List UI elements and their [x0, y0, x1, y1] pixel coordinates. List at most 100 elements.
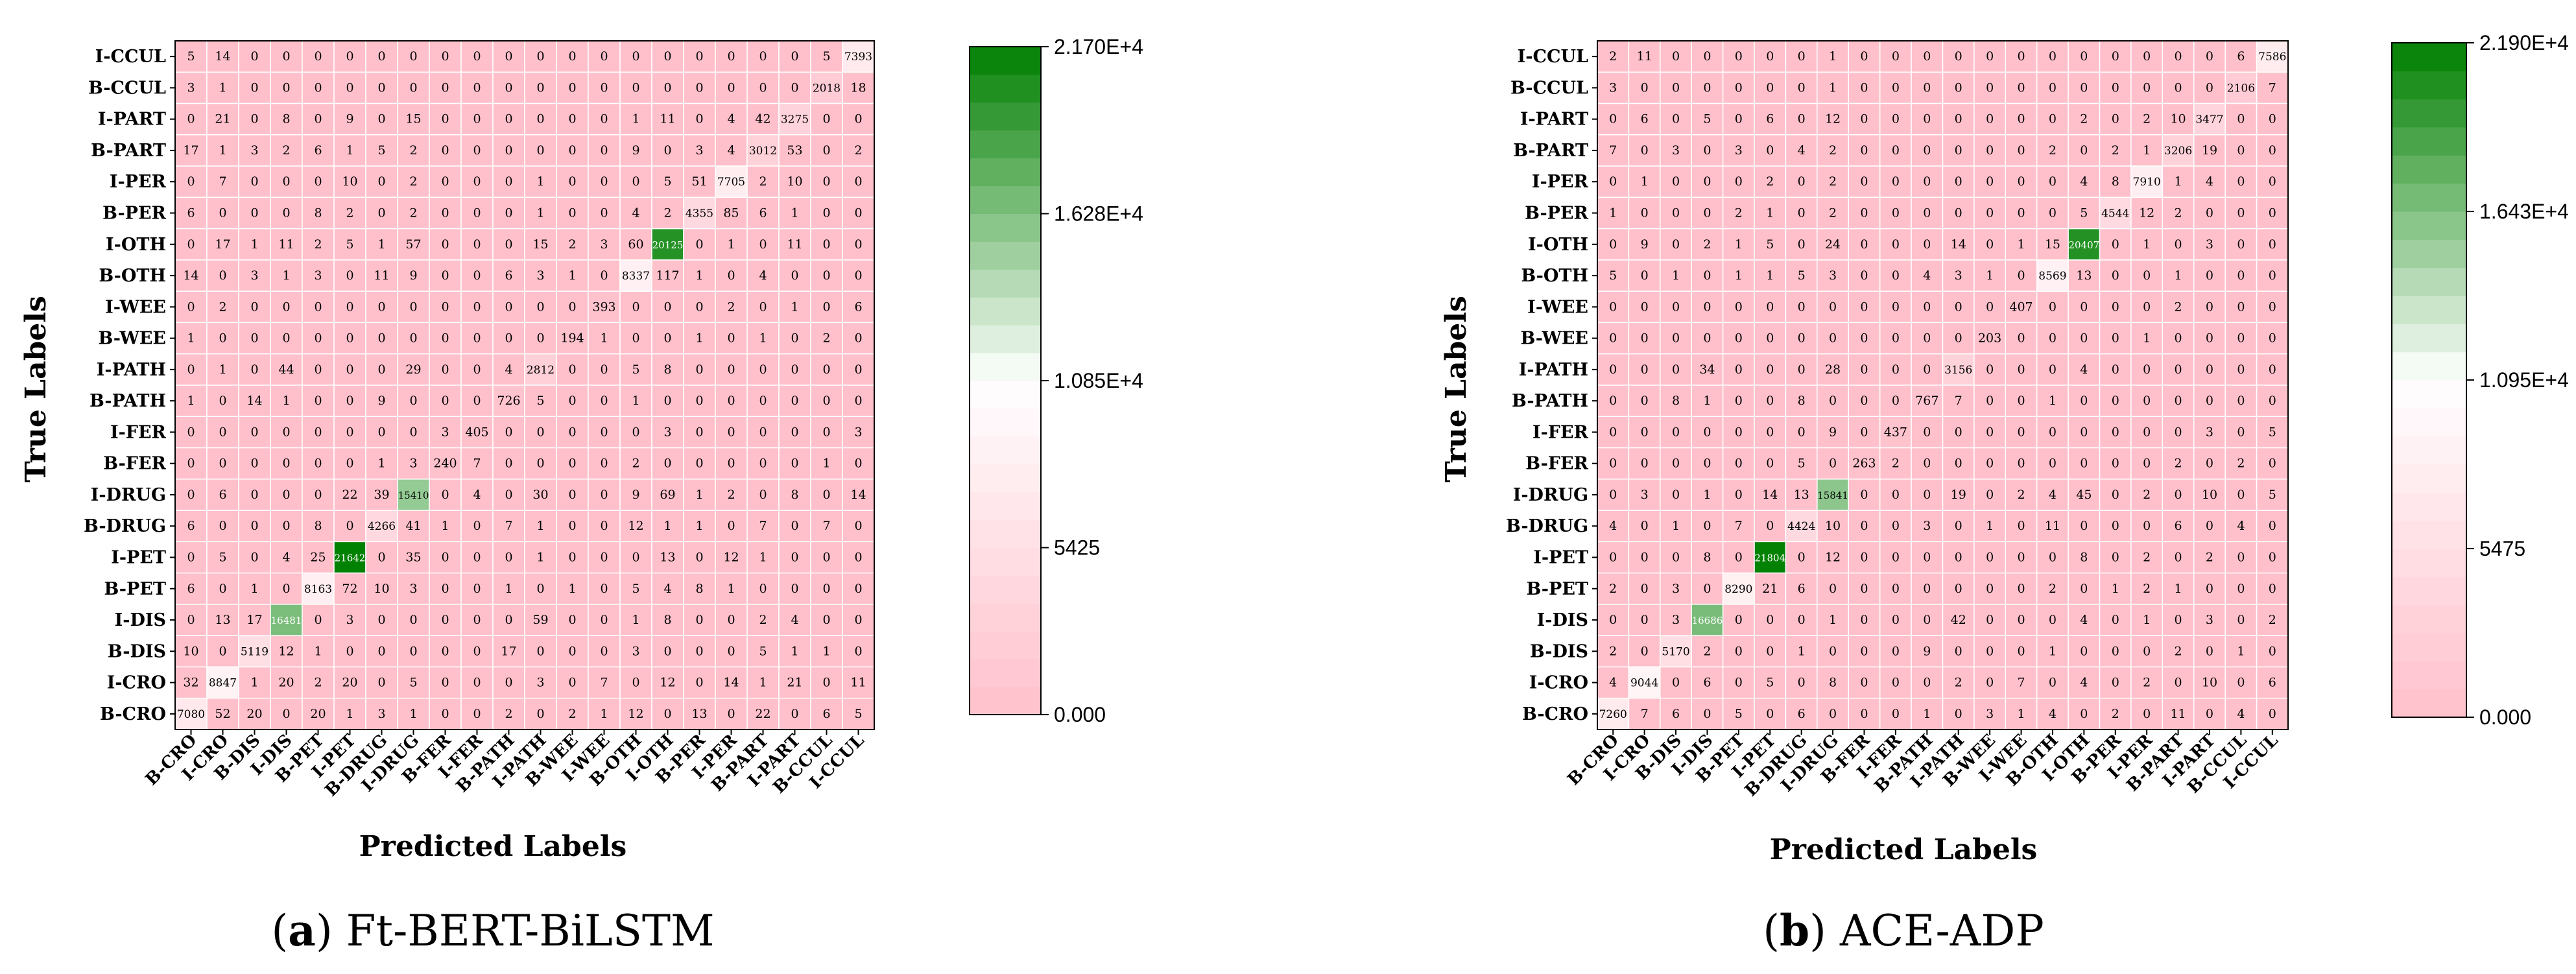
y-tick-label: I-WEE [1527, 297, 1588, 317]
heatmap-cell [1942, 40, 1975, 73]
heatmap-cell [1785, 666, 1818, 699]
cell-value-label: 0 [314, 488, 322, 502]
cell-value-label: 5170 [1662, 645, 1689, 658]
cell-value-label: 0 [1892, 331, 1900, 346]
cell-value-label: 0 [663, 300, 671, 314]
cell-value-label: 0 [409, 613, 417, 627]
heatmap-cell [1691, 572, 1724, 605]
cell-value-label: 3 [409, 457, 417, 471]
cell-value-label: 6 [1798, 707, 1806, 721]
heatmap-cell [1754, 541, 1787, 574]
heatmap-cell [2256, 385, 2289, 418]
y-tick-label: I-CCUL [95, 47, 166, 67]
cell-value-label: 0 [600, 112, 608, 126]
cell-value-label: 0 [1735, 362, 1743, 377]
cell-value-label: 0 [2175, 49, 2182, 64]
cell-value-label: 0 [409, 49, 417, 64]
cell-value-label: 0 [2049, 551, 2057, 565]
cell-value-label: 8 [663, 362, 671, 377]
cell-value-label: 2 [346, 206, 353, 220]
cell-value-label: 4 [727, 143, 735, 158]
heatmap-panel-b: True Labels Predicted Labels (b) ACE-ADP… [1440, 31, 2569, 956]
cell-value-label: 0 [2269, 112, 2276, 126]
heatmap-cell [810, 134, 843, 167]
cell-value-label: 0 [346, 425, 353, 439]
cell-value-label: 0 [2269, 519, 2276, 533]
cell-value-label: 3477 [2195, 113, 2223, 126]
colorbar-tick-label: 1.085E+4 [1054, 369, 1143, 392]
cell-value-label: 9 [632, 488, 639, 502]
colorbar-band [970, 381, 1041, 409]
heatmap-cell [2224, 447, 2258, 480]
y-tick-label: B-PART [91, 141, 166, 161]
cell-value-label: 1 [314, 644, 322, 658]
heatmap-cell [746, 385, 780, 418]
cell-value-label: 2 [2049, 582, 2057, 596]
cell-value-label: 0 [854, 206, 862, 220]
cell-value-label: 0 [2080, 394, 2088, 408]
y-tick-label: B-DIS [108, 641, 166, 661]
cell-value-label: 25 [310, 551, 326, 565]
cell-value-label: 5 [2080, 206, 2088, 220]
cell-value-label: 0 [600, 582, 608, 596]
heatmap-cell [556, 447, 589, 480]
cell-value-label: 0 [1955, 300, 1962, 314]
heatmap-cell [238, 134, 271, 167]
cell-value-label: 72 [342, 582, 357, 596]
heatmap-cell [365, 134, 398, 167]
cell-value-label: 0 [791, 362, 798, 377]
heatmap-cell [1628, 697, 1661, 730]
heatmap-cell [460, 228, 494, 261]
heatmap-cell [333, 134, 366, 167]
cell-value-label: 0 [1766, 300, 1774, 314]
cell-value-label: 0 [568, 676, 576, 690]
cell-value-label: 0 [1829, 707, 1837, 721]
cell-value-label: 6 [822, 707, 830, 721]
cell-value-label: 1 [600, 331, 608, 346]
cell-value-label: 0 [1986, 362, 1994, 377]
cell-value-label: 0 [791, 394, 798, 408]
heatmap-cell [397, 40, 430, 73]
cell-value-label: 0 [1923, 425, 1931, 439]
heatmap-cell [2005, 604, 2038, 636]
cell-value-label: 0 [663, 644, 671, 658]
cell-value-label: 1 [632, 394, 639, 408]
colorbar-band [2392, 324, 2466, 353]
heatmap-cell [1785, 134, 1818, 167]
cell-value-label: 1 [1766, 206, 1774, 220]
heatmap-cell [429, 635, 462, 668]
cell-value-label: 0 [219, 582, 226, 596]
cell-value-label: 0 [2237, 394, 2245, 408]
cell-value-label: 0 [1766, 519, 1774, 533]
heatmap-cell [1660, 510, 1692, 543]
heatmap-cell [333, 697, 366, 730]
cell-value-label: 7 [473, 457, 481, 471]
heatmap-cell [2193, 635, 2226, 668]
cell-value-label: 0 [2112, 80, 2119, 95]
cell-value-label: 19 [1951, 488, 1966, 502]
cell-value-label: 0 [409, 300, 417, 314]
y-axis-title: True Labels [19, 296, 53, 482]
cell-value-label: 0 [727, 362, 735, 377]
cell-value-label: 0 [2206, 707, 2213, 721]
cell-value-label: 3 [1829, 268, 1837, 283]
cell-value-label: 12 [628, 707, 643, 721]
cell-value-label: 0 [314, 80, 322, 95]
cell-value-label: 0 [2049, 49, 2057, 64]
heatmap-cell [746, 134, 780, 167]
cell-value-label: 0 [250, 174, 258, 189]
cell-value-label: 0 [2112, 300, 2119, 314]
cell-value-label: 12 [723, 551, 739, 565]
heatmap-cell [1785, 71, 1818, 104]
cell-value-label: 2 [1766, 174, 1774, 189]
y-tick-label: I-PART [1520, 110, 1588, 130]
cell-value-label: 9 [409, 268, 417, 283]
cell-value-label: 1 [536, 206, 544, 220]
colorbar-band [970, 519, 1041, 548]
cell-value-label: 117 [656, 268, 679, 283]
cell-value-label: 2018 [813, 82, 841, 95]
cell-value-label: 0 [1829, 457, 1837, 471]
cell-value-label: 0 [1735, 488, 1743, 502]
cell-value-label: 0 [2080, 707, 2088, 721]
cell-value-label: 29 [405, 362, 421, 377]
